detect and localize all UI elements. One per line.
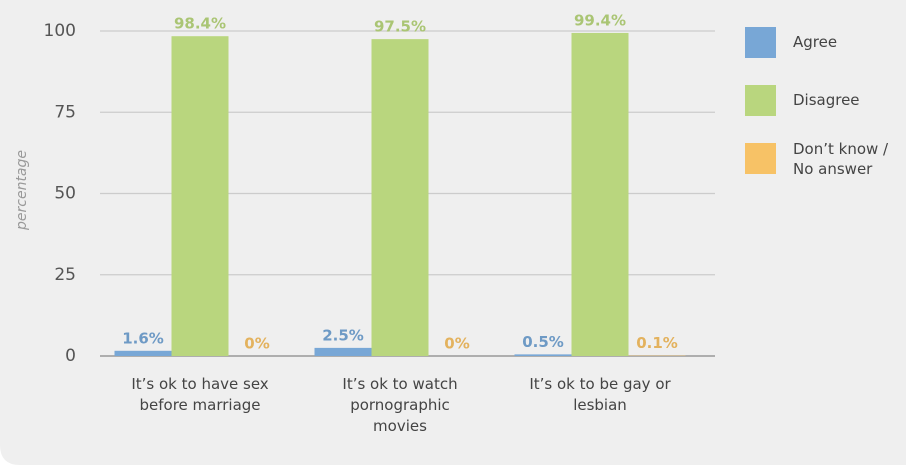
value-label: 1.6% — [122, 329, 164, 347]
bar — [114, 350, 172, 356]
x-tick-label: It’s ok to watch pornographic movies — [342, 375, 457, 435]
value-label: 0.1% — [636, 334, 678, 352]
bar — [571, 32, 629, 356]
value-label: 0.5% — [522, 333, 564, 351]
legend-swatch — [745, 85, 776, 116]
value-label: 98.4% — [174, 15, 226, 33]
y-tick-label: 25 — [54, 265, 76, 285]
y-tick-label: 0 — [65, 346, 76, 366]
bar — [371, 39, 429, 356]
value-label: 0% — [244, 335, 269, 353]
y-axis-label: percentage — [14, 150, 30, 231]
bar — [314, 347, 372, 356]
value-label: 2.5% — [322, 326, 364, 344]
y-tick-label: 75 — [54, 102, 76, 122]
legend-swatch — [745, 143, 776, 174]
legend-swatch — [745, 27, 776, 58]
y-tick-label: 50 — [54, 184, 76, 204]
value-label: 97.5% — [374, 18, 426, 36]
bar — [514, 354, 572, 356]
bar — [171, 36, 229, 356]
legend-label: Don’t know / No answer — [793, 140, 889, 178]
x-tick-label: It’s ok to have sex before marriage — [131, 375, 268, 414]
value-label: 99.4% — [574, 11, 626, 29]
value-label: 0% — [444, 335, 469, 353]
legend-label: Agree — [793, 33, 837, 51]
y-tick-label: 100 — [44, 21, 76, 41]
legend-label: Disagree — [793, 91, 860, 109]
x-tick-label: It’s ok to be gay or lesbian — [529, 375, 671, 414]
